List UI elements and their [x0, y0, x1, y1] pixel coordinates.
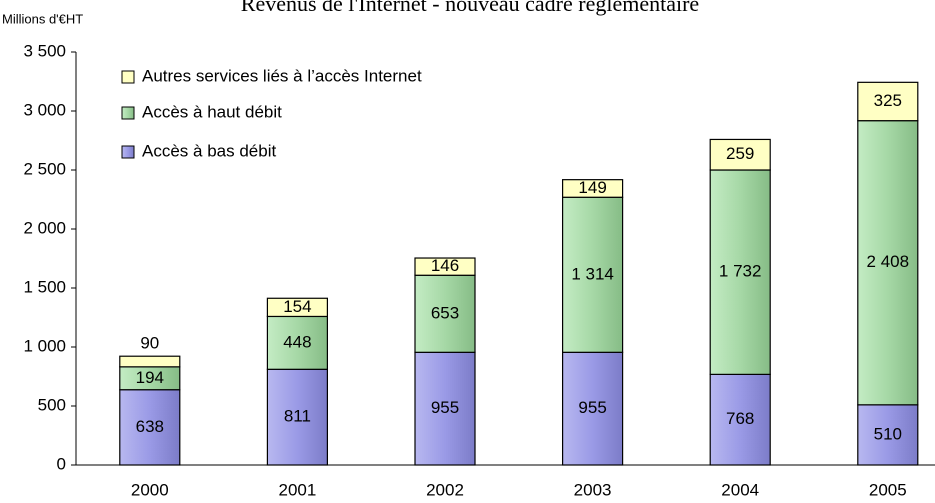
data-label: 768 [726, 409, 754, 428]
bar-segment [119, 389, 181, 466]
x-tick-label: 2005 [869, 480, 907, 499]
y-tick-label: 0 [57, 454, 66, 473]
y-tick-label: 1 000 [23, 336, 66, 355]
data-label: 259 [726, 144, 754, 163]
data-label: 1 314 [571, 264, 614, 283]
bar-segment [709, 138, 771, 171]
legend-swatch [121, 106, 135, 120]
data-label: 2 408 [867, 252, 910, 271]
x-tick-label: 2000 [131, 480, 169, 499]
bar-segment [709, 373, 771, 466]
legend-swatch [121, 70, 135, 84]
legend-swatch [121, 145, 135, 159]
legend-label: Accès à haut débit [142, 102, 282, 121]
bar-segment [561, 196, 624, 353]
chart-title: Revenus de l'Internet - nouveau cadre ré… [241, 0, 699, 16]
bar-segment [414, 351, 476, 466]
data-label: 1 732 [719, 262, 762, 281]
data-label: 653 [431, 303, 459, 322]
bar-segment [119, 355, 181, 368]
data-label: 448 [283, 332, 311, 351]
data-label: 90 [140, 334, 159, 353]
y-tick-label: 2 500 [23, 159, 66, 178]
data-label: 955 [578, 398, 606, 417]
bar-segment [414, 274, 476, 353]
data-label: 955 [431, 398, 459, 417]
bar-segment [709, 169, 771, 375]
x-tick-label: 2004 [721, 480, 759, 499]
y-axis-label: Millions d'€HT [2, 11, 83, 26]
legend-label: Accès à bas débit [142, 141, 276, 160]
legend-label: Autres services liés à l’accès Internet [142, 66, 422, 85]
data-label: 638 [136, 417, 164, 436]
data-label: 149 [578, 178, 606, 197]
data-label: 154 [283, 297, 311, 316]
bar-segment [266, 297, 328, 318]
bar-segment [561, 179, 624, 198]
x-tick-label: 2001 [278, 480, 316, 499]
data-label: 510 [874, 424, 902, 443]
bar-segment [561, 351, 624, 466]
y-tick-label: 3 500 [23, 41, 66, 60]
x-tick-label: 2003 [574, 480, 612, 499]
y-tick-label: 500 [38, 395, 66, 414]
bar-segment [857, 120, 919, 406]
y-tick-label: 2 000 [23, 218, 66, 237]
bar-segment [857, 81, 919, 122]
y-tick-label: 3 000 [23, 100, 66, 119]
x-tick-label: 2002 [426, 480, 464, 499]
data-label: 146 [431, 256, 459, 275]
y-tick-label: 1 500 [23, 277, 66, 296]
data-label: 194 [136, 368, 164, 387]
data-label: 325 [874, 91, 902, 110]
data-label: 811 [284, 407, 311, 426]
bar-segment [414, 257, 476, 276]
